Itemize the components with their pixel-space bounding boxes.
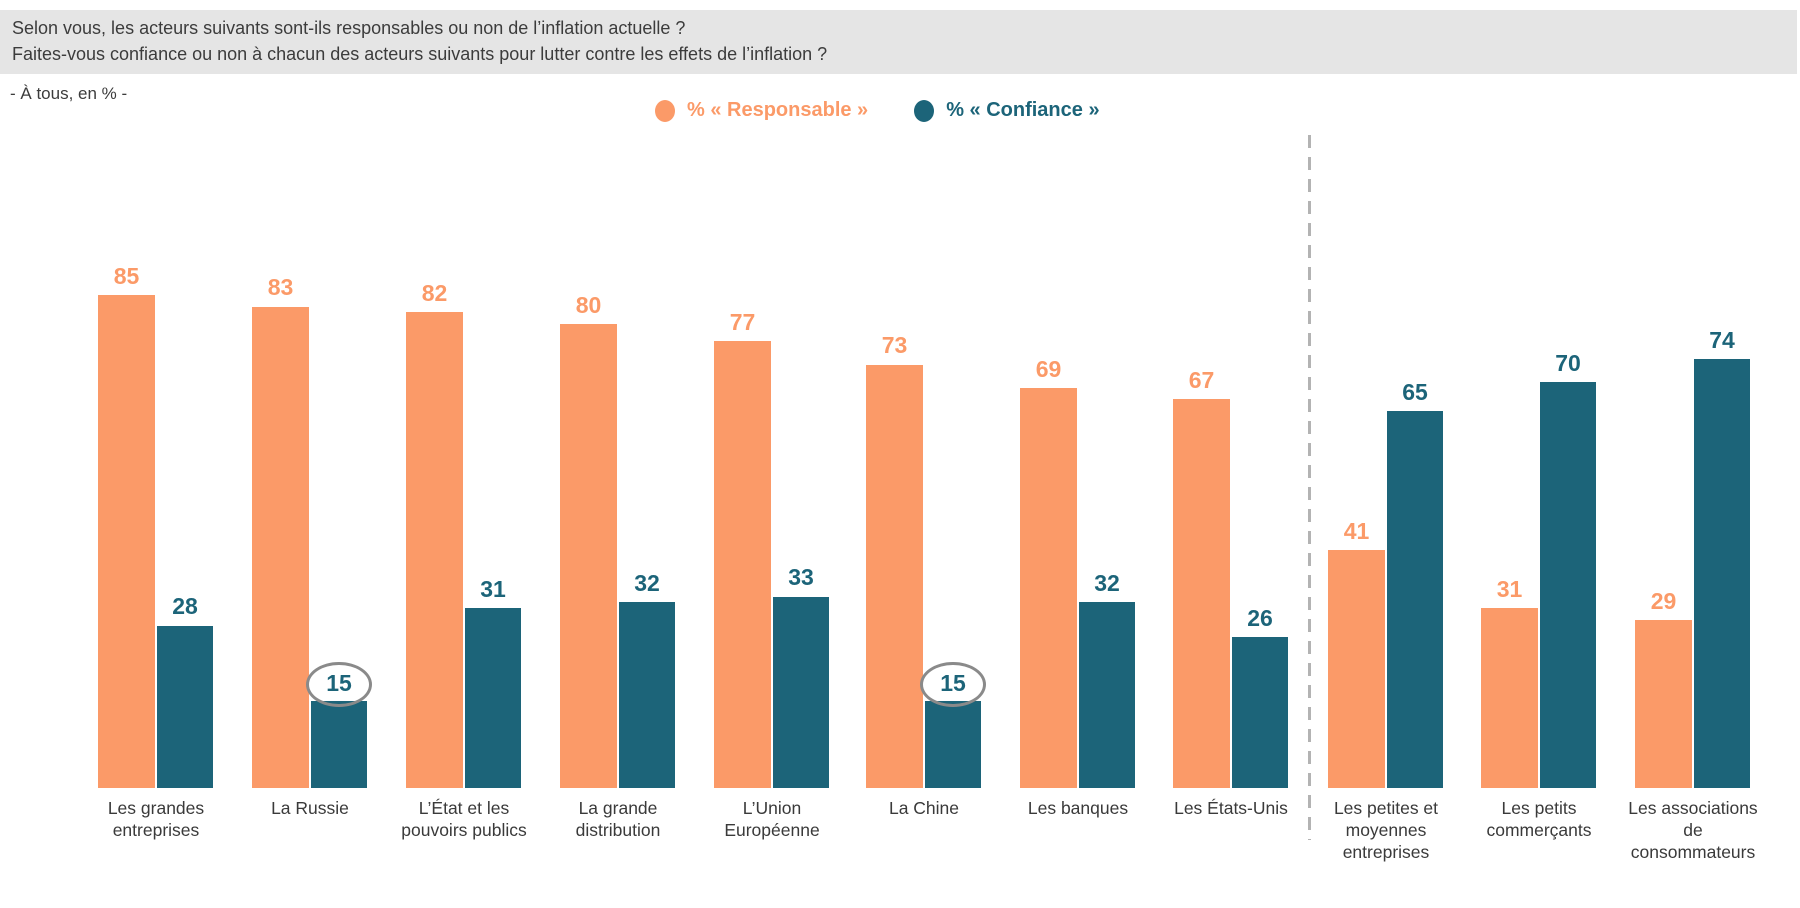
category-label: Les associations de consommateurs — [1628, 798, 1758, 862]
category-label: L’Union Européenne — [724, 798, 820, 840]
question-line-2: Faites-vous confiance ou non à chacun de… — [12, 44, 828, 64]
responsable-value-label: 85 — [113, 262, 140, 289]
responsable-bar — [1020, 387, 1077, 788]
category-label: Les petits commerçants — [1486, 798, 1592, 840]
responsable-value-label: 69 — [1035, 355, 1062, 382]
bar-group: 85 28 — [98, 140, 214, 788]
bar-group: 31 70 — [1481, 140, 1597, 788]
category-label: Les banques — [1027, 798, 1129, 818]
responsable-bar — [1481, 608, 1538, 788]
bar-group: 73 15 — [866, 140, 986, 788]
confiance-bar — [1232, 637, 1288, 788]
legend-dot-confiance-icon — [914, 99, 935, 122]
category-label: Les petites et moyennes entreprises — [1333, 798, 1439, 862]
responsable-bar — [1173, 399, 1230, 788]
group-separator-dashed-line — [1308, 135, 1311, 840]
responsable-value-label: 82 — [421, 280, 448, 307]
confiance-bar — [1694, 358, 1750, 788]
category-label: Les États-Unis — [1174, 798, 1288, 818]
confiance-value-label: 28 — [172, 593, 198, 620]
confiance-value-label: 32 — [1094, 570, 1120, 597]
grouped-bar-chart: 85 28 83 15 82 31 80 32 77 33 73 15 69 32 67 26 41 65 31 70… — [0, 140, 1800, 788]
confiance-bar — [465, 608, 521, 788]
responsable-bar — [98, 295, 155, 788]
category-label: La Chine — [888, 798, 960, 818]
bar-group: 83 15 — [252, 140, 372, 788]
responsable-value-label: 73 — [881, 332, 908, 359]
confiance-value-label: 33 — [788, 564, 814, 591]
question-title-box: Selon vous, les acteurs suivants sont-il… — [0, 10, 1797, 74]
circle-annotation: 15 — [306, 662, 372, 707]
bar-group: 29 74 — [1635, 140, 1751, 788]
chart-legend: % « Responsable » % « Confiance » — [655, 99, 1100, 122]
confiance-bar — [1387, 411, 1443, 788]
responsable-value-label: 67 — [1188, 367, 1215, 394]
category-label: La Russie — [271, 798, 349, 818]
confiance-value-label: 15 — [903, 662, 1003, 707]
responsable-value-label: 31 — [1496, 575, 1523, 602]
responsable-bar — [1328, 550, 1385, 788]
responsable-value-label: 77 — [729, 309, 756, 336]
legend-label-responsable: % « Responsable » — [687, 99, 869, 121]
confiance-value-label: 26 — [1247, 604, 1273, 631]
legend-label-confiance: % « Confiance » — [946, 99, 1100, 121]
responsable-bar — [866, 364, 923, 788]
confiance-bar — [311, 701, 367, 788]
responsable-bar — [560, 324, 617, 788]
category-label: La grande distribution — [575, 798, 661, 840]
subtitle: - À tous, en % - — [10, 84, 128, 103]
bar-group: 77 33 — [714, 140, 830, 788]
responsable-value-label: 29 — [1650, 587, 1677, 614]
legend-item-responsable: % « Responsable » — [655, 99, 868, 122]
legend-item-confiance: % « Confiance » — [914, 99, 1100, 122]
confiance-value-label: 70 — [1555, 349, 1581, 376]
confiance-value-label: 15 — [289, 662, 389, 707]
responsable-value-label: 80 — [575, 291, 602, 318]
question-line-1: Selon vous, les acteurs suivants sont-il… — [12, 18, 686, 38]
confiance-bar — [1540, 382, 1596, 788]
bar-group: 69 32 — [1020, 140, 1136, 788]
confiance-bar — [1079, 602, 1135, 788]
confiance-bar — [619, 602, 675, 788]
legend-dot-responsable-icon — [655, 99, 675, 122]
confiance-bar — [773, 596, 829, 788]
circle-annotation: 15 — [920, 662, 986, 707]
confiance-value-label: 31 — [480, 575, 506, 602]
confiance-value-label: 32 — [634, 570, 660, 597]
confiance-value-label: 74 — [1709, 326, 1735, 353]
category-label: Les grandes entreprises — [107, 798, 205, 840]
responsable-value-label: 41 — [1343, 517, 1370, 544]
bar-group: 67 26 — [1173, 140, 1289, 788]
responsable-bar — [252, 306, 309, 788]
responsable-bar — [714, 341, 771, 788]
responsable-bar — [406, 312, 463, 788]
responsable-bar — [1635, 619, 1692, 788]
confiance-bar — [157, 625, 213, 788]
responsable-value-label: 83 — [267, 274, 294, 301]
category-label: L’État et les pouvoirs publics — [401, 798, 527, 840]
bar-group: 82 31 — [406, 140, 522, 788]
confiance-value-label: 65 — [1402, 378, 1428, 405]
bar-group: 80 32 — [560, 140, 676, 788]
confiance-bar — [925, 701, 981, 788]
bar-group: 41 65 — [1328, 140, 1444, 788]
